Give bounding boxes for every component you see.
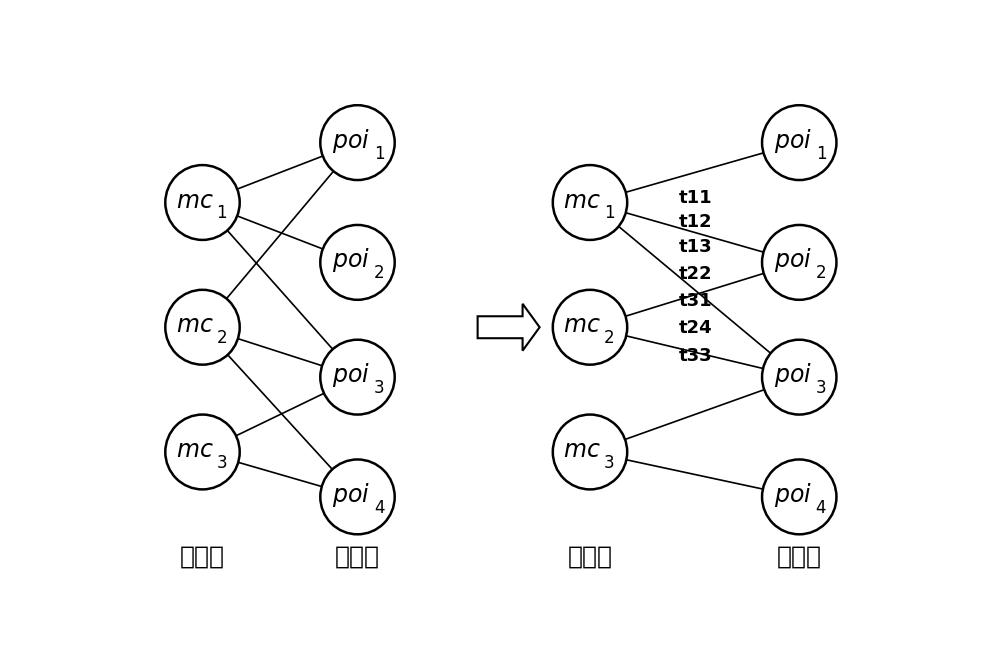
Text: $\mathit{poi}$: $\mathit{poi}$ xyxy=(774,246,812,274)
Ellipse shape xyxy=(762,225,836,300)
Text: t22: t22 xyxy=(679,265,713,283)
Text: $\mathit{poi}$: $\mathit{poi}$ xyxy=(774,361,812,389)
Text: $\mathit{mc}$: $\mathit{mc}$ xyxy=(563,189,601,213)
Text: 移动簇: 移动簇 xyxy=(180,545,225,569)
Text: 兴趣点: 兴趣点 xyxy=(335,545,380,569)
Ellipse shape xyxy=(762,340,836,415)
Text: 1: 1 xyxy=(217,205,227,222)
Text: 4: 4 xyxy=(374,499,384,517)
Ellipse shape xyxy=(320,340,395,415)
Text: 3: 3 xyxy=(604,454,615,472)
Text: 3: 3 xyxy=(374,379,385,397)
Text: 3: 3 xyxy=(217,454,227,472)
Text: $\mathit{mc}$: $\mathit{mc}$ xyxy=(176,313,214,337)
Text: 1: 1 xyxy=(604,205,615,222)
Text: 兴趣点: 兴趣点 xyxy=(777,545,822,569)
Text: 2: 2 xyxy=(217,329,227,347)
Text: 移动簇: 移动簇 xyxy=(568,545,612,569)
Ellipse shape xyxy=(320,225,395,300)
Text: 2: 2 xyxy=(604,329,615,347)
Text: t12: t12 xyxy=(679,213,713,231)
Polygon shape xyxy=(478,304,540,351)
Ellipse shape xyxy=(165,290,240,365)
Ellipse shape xyxy=(553,290,627,365)
Text: 3: 3 xyxy=(816,379,826,397)
Ellipse shape xyxy=(165,415,240,489)
Text: t33: t33 xyxy=(679,347,713,365)
Ellipse shape xyxy=(320,105,395,180)
Text: t11: t11 xyxy=(679,189,713,207)
Text: $\mathit{mc}$: $\mathit{mc}$ xyxy=(563,438,601,462)
Text: t24: t24 xyxy=(679,319,713,337)
Ellipse shape xyxy=(320,459,395,535)
Text: t31: t31 xyxy=(679,292,713,310)
Text: 4: 4 xyxy=(816,499,826,517)
Text: t13: t13 xyxy=(679,238,713,257)
Text: 1: 1 xyxy=(816,145,826,163)
Text: $\mathit{poi}$: $\mathit{poi}$ xyxy=(332,361,370,389)
Text: $\mathit{poi}$: $\mathit{poi}$ xyxy=(332,126,370,155)
Text: $\mathit{mc}$: $\mathit{mc}$ xyxy=(176,438,214,462)
Text: $\mathit{mc}$: $\mathit{mc}$ xyxy=(176,189,214,213)
Text: 1: 1 xyxy=(374,145,385,163)
Ellipse shape xyxy=(762,105,836,180)
Ellipse shape xyxy=(165,165,240,240)
Text: $\mathit{poi}$: $\mathit{poi}$ xyxy=(774,126,812,155)
Ellipse shape xyxy=(553,415,627,489)
Text: $\mathit{poi}$: $\mathit{poi}$ xyxy=(332,246,370,274)
Ellipse shape xyxy=(762,459,836,535)
Text: $\mathit{mc}$: $\mathit{mc}$ xyxy=(563,313,601,337)
Text: $\mathit{poi}$: $\mathit{poi}$ xyxy=(774,481,812,509)
Text: $\mathit{poi}$: $\mathit{poi}$ xyxy=(332,481,370,509)
Text: 2: 2 xyxy=(374,264,385,283)
Text: 2: 2 xyxy=(816,264,826,283)
Ellipse shape xyxy=(553,165,627,240)
